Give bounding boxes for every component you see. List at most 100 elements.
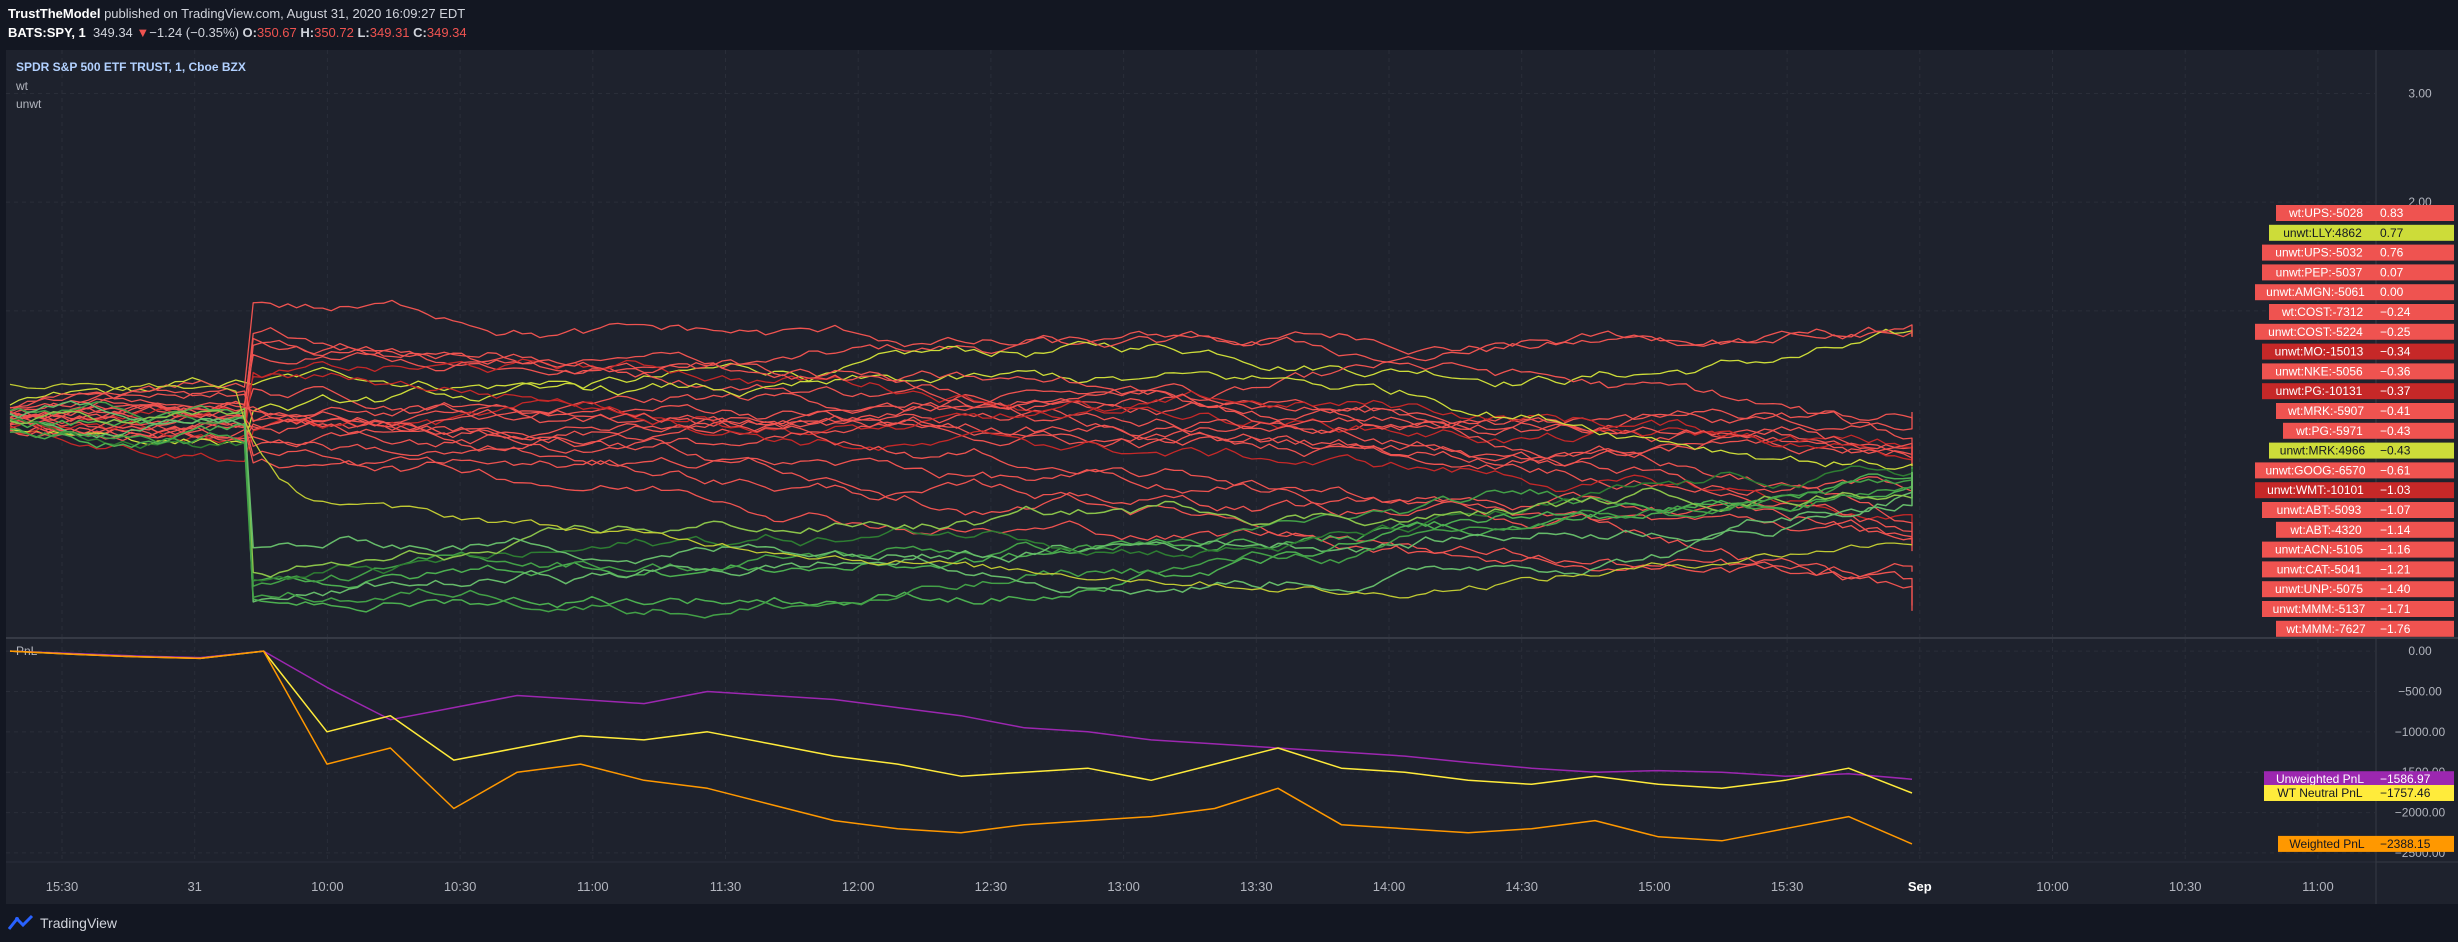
series-value-label: −1.07 [2380, 503, 2411, 517]
series-line [9, 326, 1913, 425]
tradingview-logo[interactable]: TradingView [8, 914, 117, 932]
series-line [9, 339, 1913, 536]
series-line [9, 327, 1913, 439]
series-value-label: −0.41 [2380, 404, 2411, 418]
tradingview-brand: TradingView [40, 915, 118, 931]
pnl-line [9, 650, 1913, 794]
series-line [9, 399, 1913, 463]
close-value: 349.34 [426, 25, 467, 40]
series-value-label: −0.24 [2380, 305, 2411, 319]
price-pane-title: SPDR S&P 500 ETF TRUST, 1, Cboe BZX [16, 60, 246, 74]
author-name[interactable]: TrustTheModel [8, 6, 101, 21]
series-value-label: 0.00 [2380, 285, 2404, 299]
series-name-label: unwt:WMT:-10101 [2267, 483, 2364, 497]
series-value-tag [2376, 205, 2454, 221]
series-name-tag [2276, 620, 2376, 637]
series-name-label: unwt:ACN:-5105 [2275, 543, 2363, 557]
time-tick-label: 10:30 [444, 879, 477, 894]
series-line [9, 299, 1913, 467]
series-value-label: 0.77 [2380, 226, 2404, 240]
time-tick-label: 11:00 [577, 879, 609, 894]
symbol-name: BATS:SPY, 1 [8, 25, 86, 40]
series-value-tag [2376, 482, 2454, 499]
time-tick-label: 15:30 [1771, 879, 1804, 894]
series-value-label: −0.61 [2380, 463, 2411, 477]
series-name-label: wt:MRK:-5907 [2287, 404, 2364, 418]
last-price: 349.34 [93, 25, 133, 40]
high-label: H: [300, 25, 315, 40]
series-line [9, 411, 1913, 578]
series-name-tag [2255, 462, 2376, 479]
price-pane [6, 50, 2376, 637]
pnl-name-label: Unweighted PnL [2276, 772, 2364, 786]
series-line [9, 404, 1913, 589]
series-value-label: −0.25 [2380, 325, 2411, 339]
time-tick-label: 12:30 [975, 879, 1008, 894]
series-value-tag [2376, 363, 2454, 380]
pnl-name-tag [2264, 771, 2376, 788]
pnl-value-label: −1586.97 [2380, 772, 2431, 786]
series-value-tag [2376, 502, 2454, 518]
pnl-lines [9, 650, 1913, 845]
chart-canvas[interactable]: 15:30 31 10:00 10:30 11:00 11:30 12:00 12:30 13:… [0, 44, 2458, 906]
low-label: L: [357, 25, 370, 40]
pnl-value-labels: Unweighted PnL −1586.97 WT Neutral PnL −175… [2264, 771, 2454, 852]
series-name-tag [2262, 383, 2376, 400]
series-name-label: unwt:CAT:-5041 [2277, 562, 2362, 576]
series-value-tag [2376, 561, 2454, 578]
series-line [9, 401, 1913, 587]
series-name-label: unwt:LLY:4862 [2283, 226, 2362, 240]
series-name-tag [2262, 561, 2376, 578]
series-name-label: unwt:UNP:-5075 [2275, 582, 2363, 596]
series-name-label: unwt:MO:-15013 [2275, 345, 2364, 359]
symbol-info: BATS:SPY, 1 349.34 ▼−1.24 (−0.35%) O:350… [8, 25, 467, 40]
series-name-tag [2262, 363, 2376, 380]
pnl-tick-label: 0.00 [2408, 644, 2432, 658]
series-name-label: unwt:MRK:4966 [2280, 444, 2366, 458]
series-name-label: unwt:ABT:-5093 [2277, 503, 2362, 517]
series-value-tag [2376, 343, 2454, 360]
pnl-tick-label: −1000.00 [2395, 725, 2446, 739]
series-name-tag [2262, 541, 2376, 558]
series-name-tag [2269, 224, 2376, 241]
pnl-tick-label: −2000.00 [2395, 806, 2446, 820]
series-name-tag [2255, 482, 2376, 499]
series-name-label: wt:MMM:-7627 [2285, 622, 2366, 636]
time-axis-pane [6, 863, 2376, 904]
series-value-tag [2376, 244, 2454, 261]
series-value-tag [2376, 422, 2454, 439]
series-line [9, 407, 1913, 611]
time-tick-label: 14:30 [1505, 879, 1538, 894]
series-value-label: −1.76 [2380, 622, 2411, 636]
change-arrow-icon: ▼ [136, 25, 150, 40]
pnl-pane [6, 639, 2376, 861]
series-value-label: 0.07 [2380, 265, 2404, 279]
series-value-label: 0.76 [2380, 246, 2404, 260]
time-tick-label: 11:00 [2302, 879, 2334, 894]
price-change: −1.24 (−0.35%) [149, 25, 239, 40]
series-name-tag [2276, 403, 2376, 419]
series-line [9, 372, 1913, 532]
series-name-label: wt:UPS:-5028 [2288, 206, 2363, 220]
price-pane-legend-label: wt [15, 79, 29, 93]
time-tick-label: Sep [1908, 879, 1932, 894]
time-tick-label: 12:00 [842, 879, 875, 894]
series-line [9, 428, 1913, 606]
series-lines [9, 299, 1913, 619]
header-bar: TrustTheModel published on TradingView.c… [0, 0, 2458, 44]
series-value-tag [2376, 462, 2454, 479]
pnl-name-tag [2264, 784, 2376, 801]
series-name-label: unwt:MMM:-5137 [2273, 602, 2366, 616]
pnl-name-tag [2278, 835, 2376, 852]
pnl-line [9, 650, 1913, 780]
pnl-name-label: WT Neutral PnL [2277, 786, 2362, 800]
series-value-label: −1.16 [2380, 543, 2411, 557]
series-value-label: −0.43 [2380, 424, 2411, 438]
series-line [9, 385, 1913, 470]
series-name-tag [2262, 343, 2376, 360]
series-value-label: −1.14 [2380, 523, 2411, 537]
series-name-tag [2262, 244, 2376, 261]
series-value-label: −0.43 [2380, 444, 2411, 458]
series-name-tag [2276, 205, 2376, 221]
series-value-tag [2376, 284, 2454, 301]
